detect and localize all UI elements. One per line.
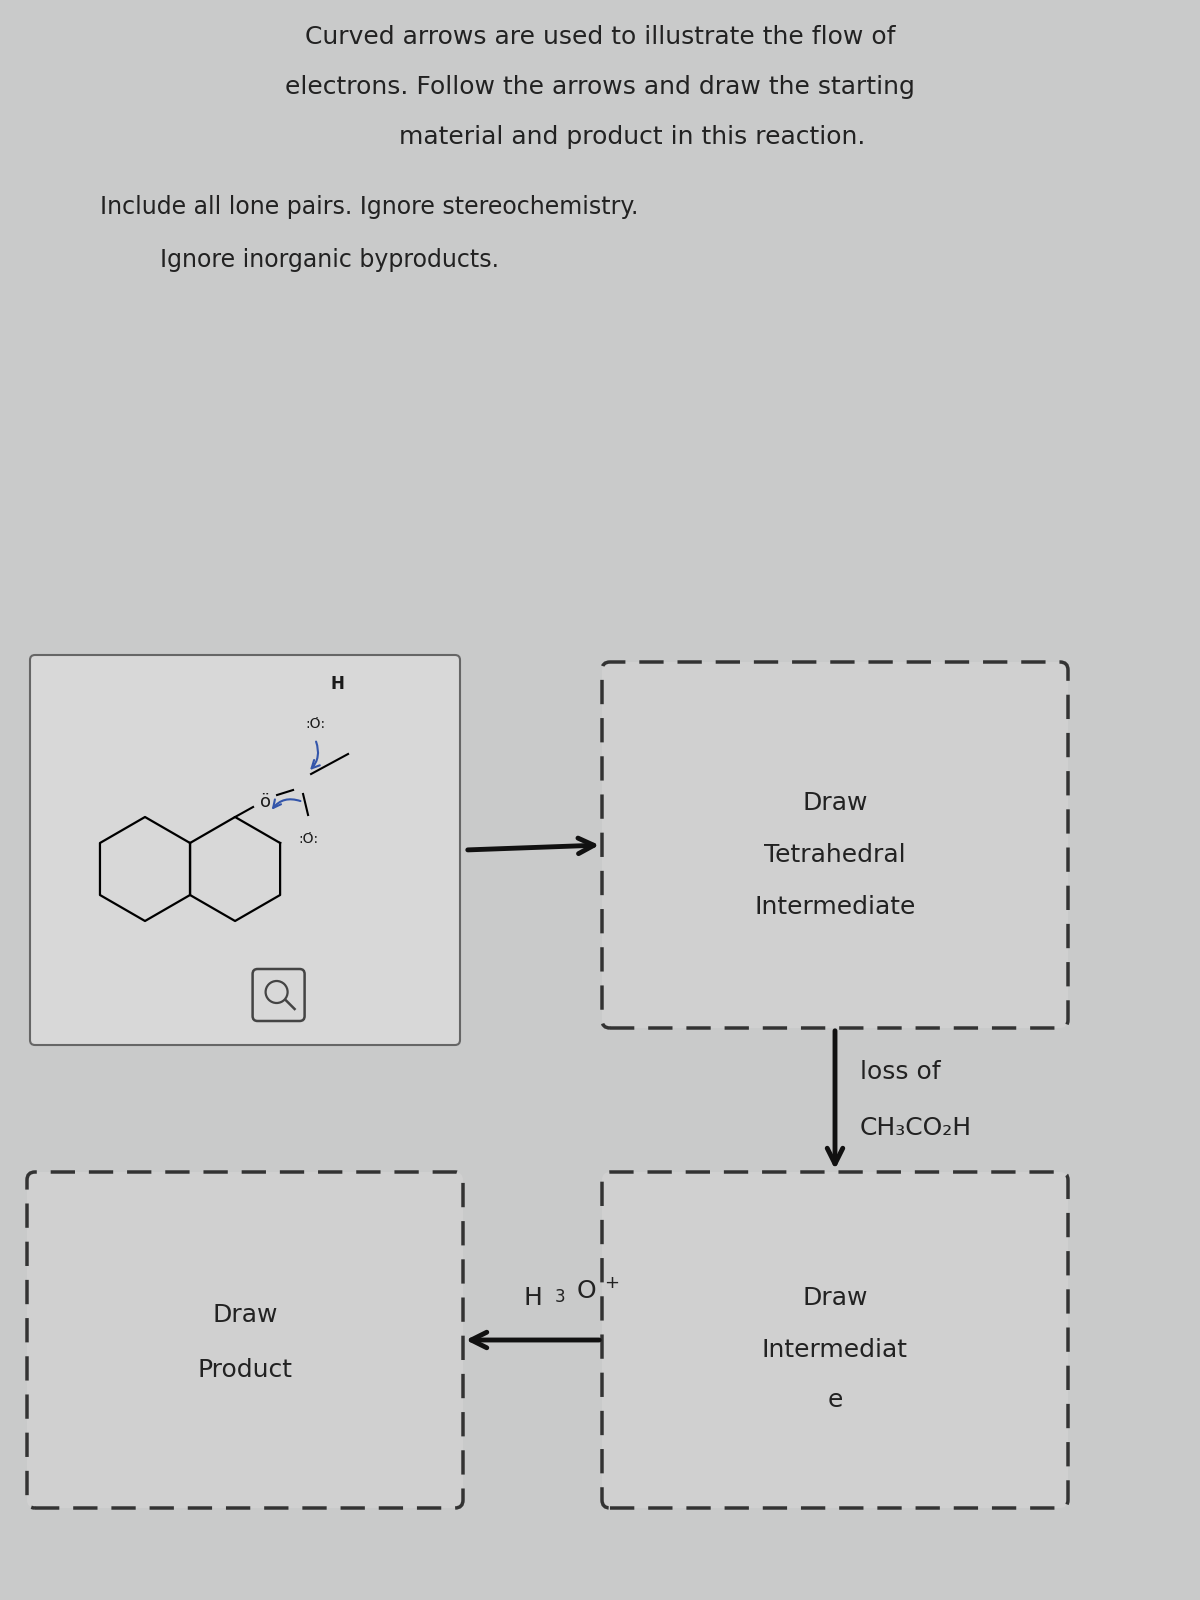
Text: H: H [330,675,344,693]
Text: :Ȯ:: :Ȯ: [305,717,325,731]
Text: Ignore inorganic byproducts.: Ignore inorganic byproducts. [100,248,499,272]
Text: Product: Product [198,1358,293,1382]
FancyBboxPatch shape [253,970,305,1021]
Text: ö: ö [259,794,270,811]
FancyArrowPatch shape [312,741,319,768]
FancyBboxPatch shape [602,662,1068,1029]
Text: H: H [523,1286,542,1310]
FancyArrowPatch shape [274,800,300,808]
Text: material and product in this reaction.: material and product in this reaction. [335,125,865,149]
Text: O: O [576,1278,596,1302]
Text: CH₃CO₂H: CH₃CO₂H [860,1117,972,1139]
Text: Curved arrows are used to illustrate the flow of: Curved arrows are used to illustrate the… [305,26,895,50]
Text: Include all lone pairs. Ignore stereochemistry.: Include all lone pairs. Ignore stereoche… [100,195,638,219]
Text: e: e [827,1387,842,1411]
Text: +: + [605,1274,619,1293]
Text: Intermediat: Intermediat [762,1338,908,1362]
FancyBboxPatch shape [30,654,460,1045]
FancyBboxPatch shape [26,1171,463,1507]
Text: Draw: Draw [803,1286,868,1310]
Text: :Ȯ:: :Ȯ: [298,832,318,846]
Text: electrons. Follow the arrows and draw the starting: electrons. Follow the arrows and draw th… [286,75,914,99]
Text: Draw: Draw [803,790,868,814]
Text: Intermediate: Intermediate [755,894,916,918]
Text: 3: 3 [554,1288,565,1306]
FancyBboxPatch shape [602,1171,1068,1507]
Text: loss of: loss of [860,1059,941,1085]
Text: Tetrahedral: Tetrahedral [764,843,906,867]
Text: Draw: Draw [212,1302,277,1326]
